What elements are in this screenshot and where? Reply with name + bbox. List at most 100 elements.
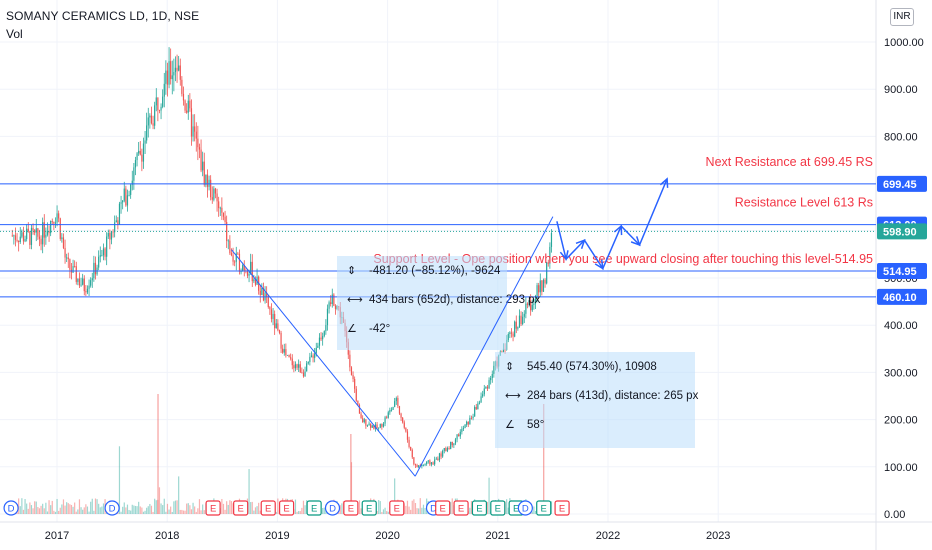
- candle-body: [259, 290, 261, 296]
- measure-text: 284 bars (413d), distance: 265 px: [527, 390, 699, 402]
- earnings-marker-label: E: [348, 504, 354, 515]
- candle-body: [152, 123, 154, 126]
- measure-text: 545.40 (574.30%), 10908: [527, 361, 657, 373]
- candle-body: [224, 216, 226, 223]
- volume-bar: [358, 500, 361, 514]
- candle-body: [62, 237, 65, 248]
- projection-arrowhead: [613, 224, 623, 236]
- volume-bar: [26, 503, 28, 514]
- volume-bar: [80, 507, 82, 514]
- volume-bar: [410, 509, 412, 514]
- volume-bar: [421, 507, 423, 514]
- candle-body: [226, 222, 228, 241]
- price-tag-label: 598.90: [883, 226, 917, 238]
- candle-body: [538, 285, 540, 293]
- candle-body: [403, 422, 405, 428]
- candle-body: [518, 315, 521, 327]
- currency-button[interactable]: INR: [890, 8, 914, 26]
- volume-bar: [64, 505, 66, 514]
- volume-bar: [488, 477, 490, 514]
- volume-bar: [37, 506, 39, 514]
- dividend-marker-label: D: [109, 504, 116, 515]
- price-tick-label: 400.00: [884, 320, 918, 332]
- volume-bar: [386, 511, 388, 514]
- candle-body: [546, 262, 548, 284]
- volume-bar: [174, 500, 177, 514]
- candle-body: [133, 167, 135, 181]
- candle-body: [413, 457, 415, 465]
- level-annotation: Resistance Level 613 Rs: [735, 196, 873, 210]
- price-tag: [877, 223, 927, 240]
- candle-body: [427, 460, 429, 462]
- candle-body: [187, 100, 189, 113]
- volume-bar: [381, 511, 383, 514]
- dividend-marker-label: D: [329, 504, 336, 515]
- candle-body: [410, 446, 412, 450]
- candle-body: [24, 239, 26, 242]
- candle-body: [30, 227, 33, 245]
- candle-body: [248, 273, 250, 276]
- candle-body: [358, 404, 361, 414]
- volume-bar: [507, 507, 509, 514]
- candle-body: [154, 105, 156, 126]
- volume-bar: [531, 511, 533, 514]
- earnings-marker-label: E: [366, 504, 372, 515]
- volume-bar: [254, 507, 257, 514]
- volume-bar: [277, 498, 279, 514]
- candle-body: [421, 465, 423, 467]
- candle-body: [117, 220, 119, 225]
- volume-bar: [40, 505, 42, 514]
- candle-body: [480, 396, 482, 403]
- candle-body: [400, 413, 402, 418]
- earnings-marker-label: E: [440, 504, 446, 515]
- candle-body: [293, 365, 295, 369]
- candle-body: [173, 72, 175, 76]
- candle-body: [541, 280, 543, 292]
- candle-body: [424, 464, 426, 465]
- time-tick-label: 2021: [486, 530, 510, 542]
- candle-body: [310, 355, 313, 357]
- candle-body: [58, 213, 60, 219]
- volume-bar: [45, 502, 47, 514]
- candle-body: [451, 441, 453, 446]
- candle-body: [179, 65, 181, 80]
- candle-body: [445, 448, 447, 452]
- candle-body: [99, 255, 101, 257]
- candle-body: [483, 388, 485, 395]
- candle-body: [155, 97, 157, 106]
- candle-body: [107, 233, 109, 237]
- candle-body: [46, 231, 49, 235]
- candle-body: [282, 348, 284, 353]
- volume-bar: [534, 510, 537, 514]
- candle-body: [517, 326, 519, 329]
- candle-body: [290, 357, 292, 359]
- candle-body: [491, 373, 493, 379]
- volume-bar: [230, 501, 233, 514]
- candle-body: [170, 61, 172, 80]
- volume-bar: [59, 507, 61, 514]
- candle-body: [438, 453, 441, 461]
- dividend-marker: [324, 500, 341, 516]
- candle-body: [392, 406, 394, 410]
- volume-bar: [189, 505, 191, 514]
- volume-bar: [413, 499, 415, 514]
- volume-bar: [134, 505, 137, 514]
- candle-body: [467, 421, 469, 425]
- candle-body: [362, 418, 364, 423]
- volume-bar: [339, 505, 341, 514]
- candle-body: [515, 321, 517, 329]
- candle-body: [350, 367, 353, 376]
- volume-bar: [405, 505, 407, 514]
- projection-arrowhead: [575, 239, 586, 250]
- candle-body: [357, 400, 359, 405]
- volume-bar: [93, 510, 95, 514]
- candle-body: [114, 222, 116, 233]
- candle-body: [230, 253, 233, 256]
- candle-body: [266, 292, 268, 297]
- candle-body: [221, 207, 223, 213]
- candle-body: [234, 261, 236, 263]
- candle-body: [67, 257, 69, 260]
